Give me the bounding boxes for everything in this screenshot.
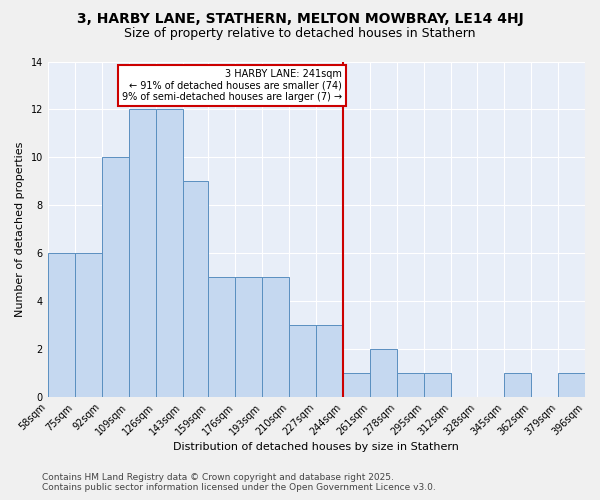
Bar xyxy=(183,182,208,397)
Bar xyxy=(129,110,156,397)
Text: Size of property relative to detached houses in Stathern: Size of property relative to detached ho… xyxy=(124,28,476,40)
Bar xyxy=(424,373,451,397)
Text: 3 HARBY LANE: 241sqm
← 91% of detached houses are smaller (74)
9% of semi-detach: 3 HARBY LANE: 241sqm ← 91% of detached h… xyxy=(122,68,342,102)
Bar xyxy=(316,325,343,397)
Bar xyxy=(289,325,316,397)
Bar xyxy=(262,277,289,397)
Bar xyxy=(504,373,531,397)
Bar xyxy=(156,110,183,397)
Bar xyxy=(235,277,262,397)
Bar xyxy=(75,254,102,397)
Bar xyxy=(370,349,397,397)
Text: 3, HARBY LANE, STATHERN, MELTON MOWBRAY, LE14 4HJ: 3, HARBY LANE, STATHERN, MELTON MOWBRAY,… xyxy=(77,12,523,26)
Bar xyxy=(102,158,129,397)
Bar xyxy=(48,254,75,397)
Bar xyxy=(208,277,235,397)
Bar xyxy=(397,373,424,397)
Text: Contains HM Land Registry data © Crown copyright and database right 2025.
Contai: Contains HM Land Registry data © Crown c… xyxy=(42,473,436,492)
Bar xyxy=(343,373,370,397)
X-axis label: Distribution of detached houses by size in Stathern: Distribution of detached houses by size … xyxy=(173,442,460,452)
Y-axis label: Number of detached properties: Number of detached properties xyxy=(15,142,25,317)
Bar xyxy=(558,373,585,397)
